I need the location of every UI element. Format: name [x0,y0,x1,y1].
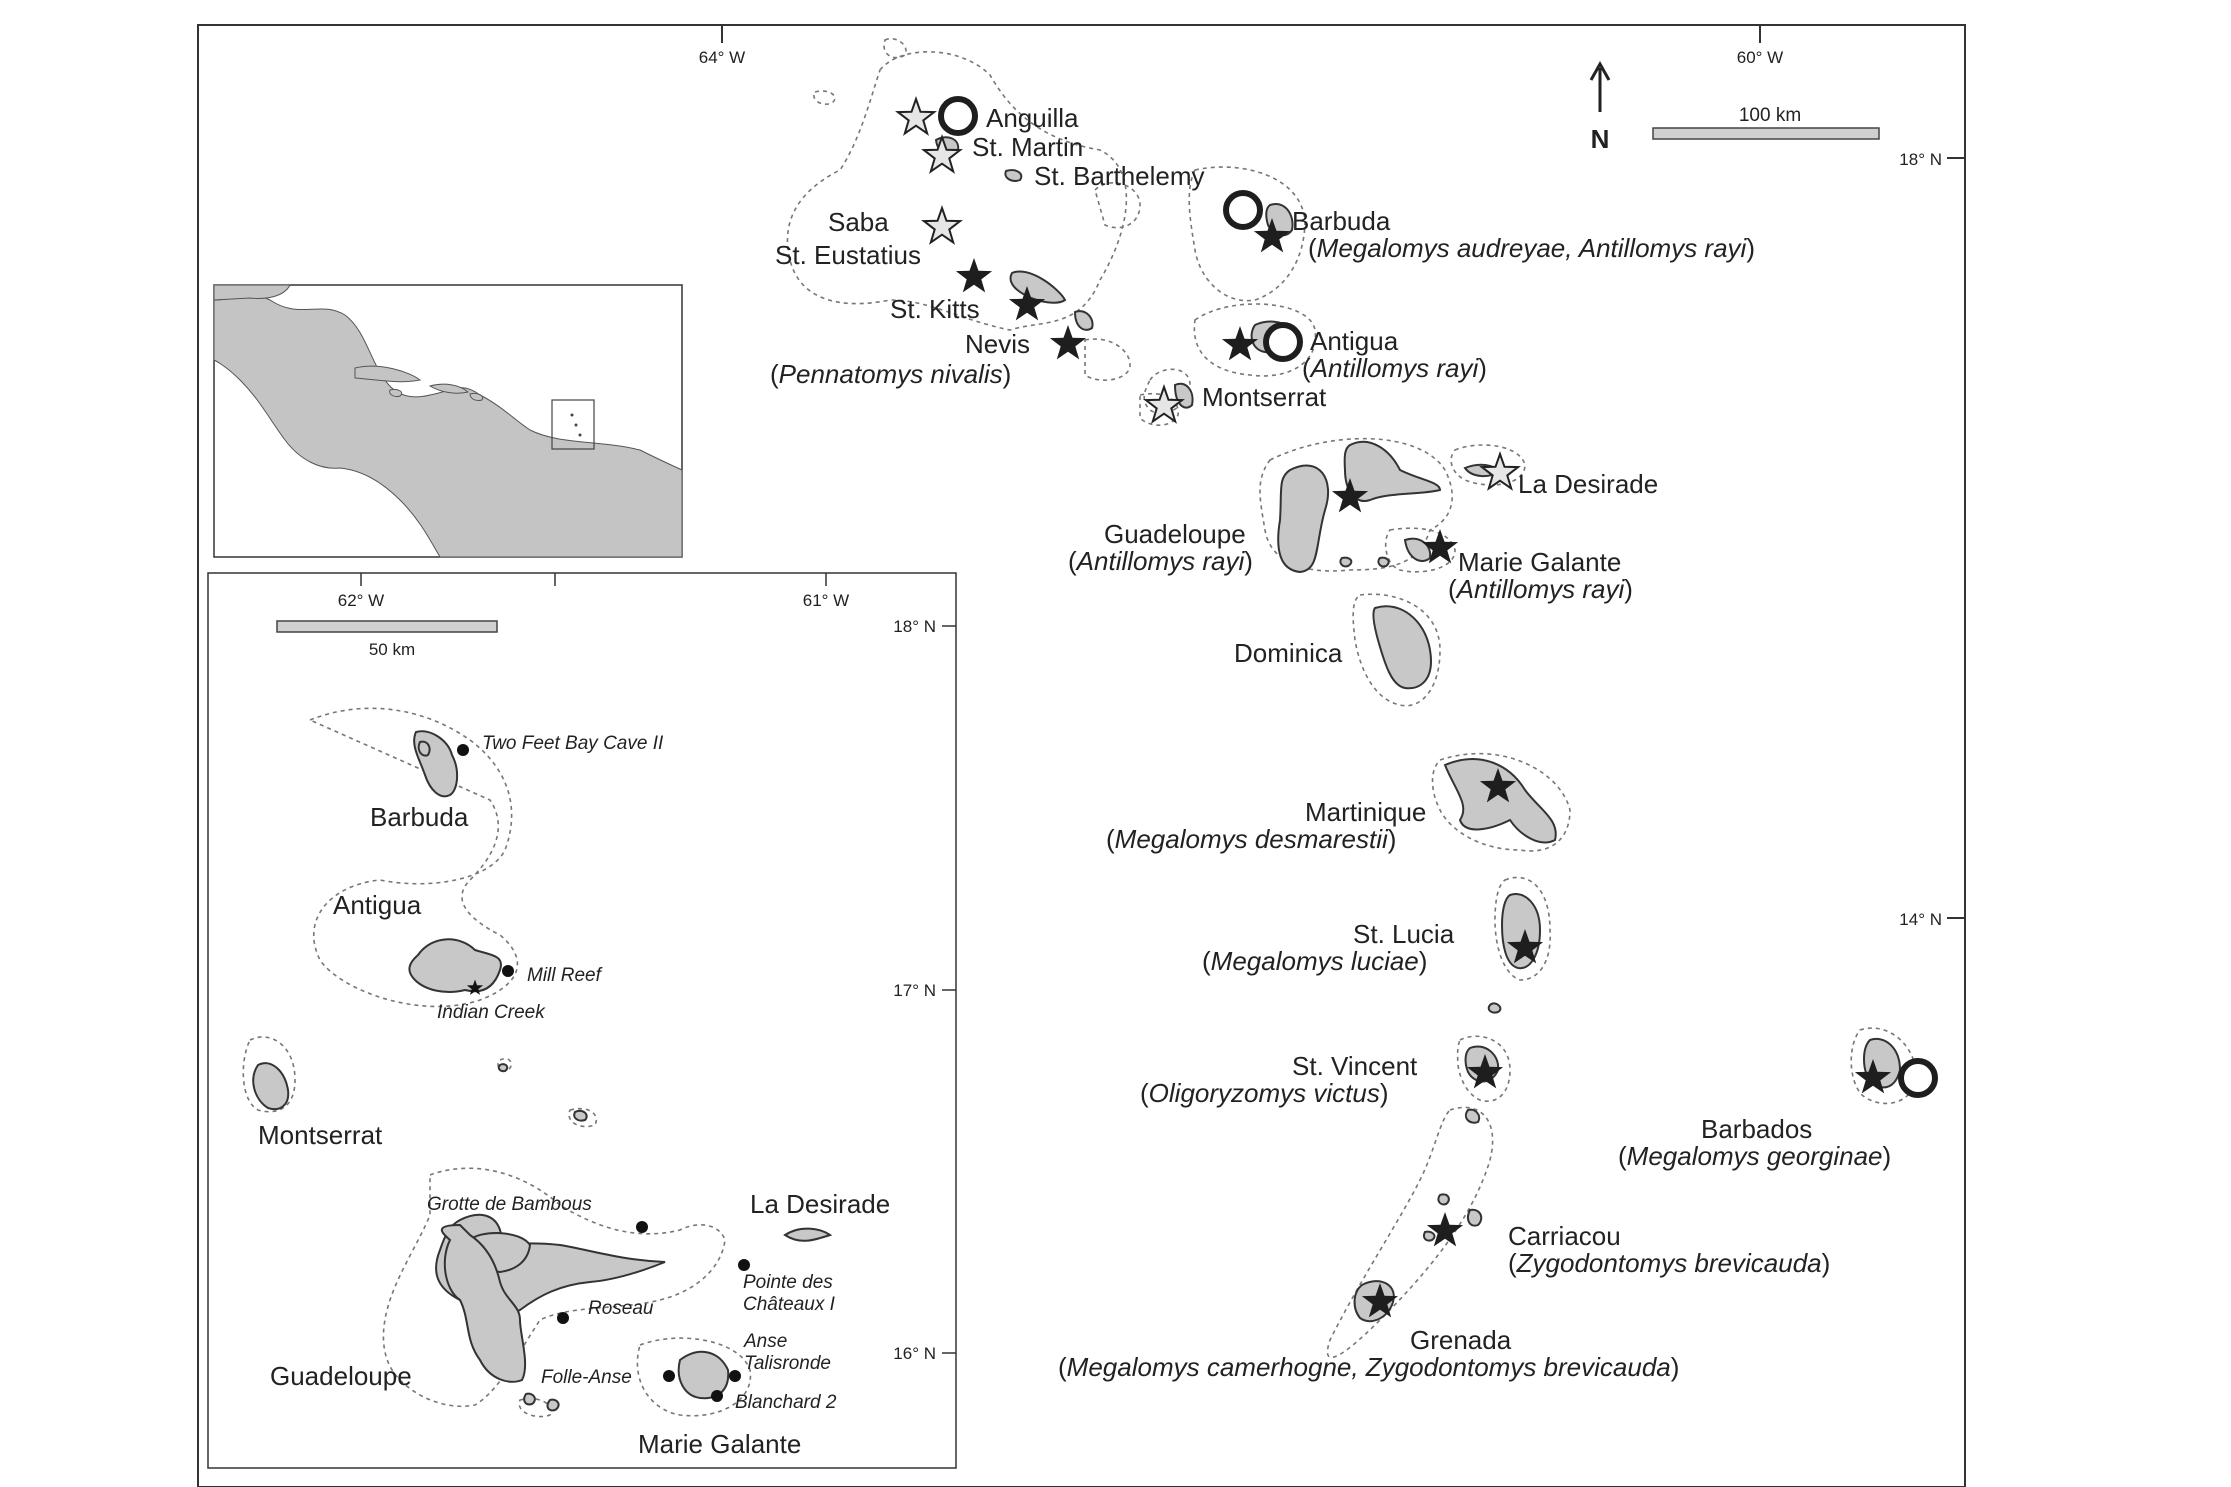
label-marie-galante-species: (Antillomys rayi) [1448,574,1633,604]
main-graticule [721,25,1965,919]
label-saba: Saba [828,207,889,237]
site-mill-reef: Mill Reef [527,965,603,986]
lon-tick-60w: 60° W [1737,48,1783,67]
label-barbuda-species: (Megalomys audreyae, Antillomys rayi) [1308,233,1755,263]
main-scale-bar [1652,127,1880,140]
label-st-lucia: St. Lucia [1353,919,1455,949]
lon-tick-64w: 64° W [699,48,745,67]
inset-lon-tick-61w: 61° W [803,591,849,610]
site-pointe-line2: Châteaux I [743,1294,836,1315]
inset-label-barbuda: Barbuda [370,802,469,832]
north-label: N [1591,124,1610,154]
site-indian-creek: Indian Creek [437,1002,546,1023]
label-antigua-species: (Antillomys rayi) [1302,353,1487,383]
locator-inset [213,284,683,558]
inset-lat-tick-16n: 16° N [893,1344,936,1363]
inset-label-guadeloupe: Guadeloupe [270,1361,412,1391]
label-st-kitts: St. Kitts [890,294,980,324]
inset-lat-tick-18n: 18° N [893,617,936,636]
site-anse-line2: Talisronde [744,1353,831,1374]
site-blanchard: Blanchard 2 [735,1392,837,1413]
inset-scale-label: 50 km [369,640,415,659]
label-la-desirade: La Desirade [1518,469,1658,499]
label-nevis: Nevis [965,329,1030,359]
main-shelf-outlines [786,37,1917,1359]
inset-label-marie-galante: Marie Galante [638,1429,801,1459]
site-folle-anse: Folle-Anse [541,1367,632,1388]
label-st-barthelemy: St. Barthelemy [1034,161,1205,191]
label-marie-galante: Marie Galante [1458,547,1621,577]
site-roseau: Roseau [588,1298,654,1319]
label-martinique-species: (Megalomys desmarestii) [1106,824,1396,854]
north-arrow-icon [1589,60,1611,112]
main-labels: Anguilla St. Martin St. Barthelemy Saba … [770,103,1891,1382]
open-circle-icon [1223,190,1263,230]
label-nevis-species: (Pennatomys nivalis) [770,359,1011,389]
main-scale-label: 100 km [1739,105,1801,126]
label-st-vincent: St. Vincent [1292,1051,1418,1081]
label-guadeloupe-species: (Antillomys rayi) [1068,546,1253,576]
site-grotte-bambous: Grotte de Bambous [427,1194,592,1215]
lat-tick-14n: 14° N [1899,910,1942,929]
label-carriacou: Carriacou [1508,1221,1621,1251]
label-montserrat: Montserrat [1202,382,1327,412]
site-two-feet-bay: Two Feet Bay Cave II [482,733,664,754]
inset-lon-tick-62w: 62° W [338,591,384,610]
lat-tick-18n: 18° N [1899,150,1942,169]
open-circle-icon [938,96,978,136]
label-st-lucia-species: (Megalomys luciae) [1202,946,1427,976]
label-st-eustatius: St. Eustatius [775,240,921,270]
site-pointe-line1: Pointe des [743,1272,833,1293]
site-anse-line1: Anse [743,1331,787,1352]
detail-inset: 62° W 61° W 18° N 17° N 16° N 50 km Barb… [207,572,957,1469]
label-antigua: Antigua [1310,326,1399,356]
inset-label-montserrat: Montserrat [258,1120,383,1150]
inset-label-la-desirade: La Desirade [750,1189,890,1219]
open-circle-icon [1263,322,1303,362]
label-anguilla: Anguilla [986,103,1079,133]
open-circle-icon [1898,1058,1938,1098]
label-grenada-species: (Megalomys camerhogne, Zygodontomys brev… [1058,1352,1679,1382]
label-carriacou-species: (Zygodontomys brevicauda) [1508,1248,1830,1278]
label-grenada: Grenada [1410,1325,1512,1355]
label-st-vincent-species: (Oligoryzomys victus) [1140,1078,1389,1108]
label-dominica: Dominica [1234,638,1343,668]
label-guadeloupe: Guadeloupe [1104,519,1246,549]
inset-label-antigua: Antigua [333,890,422,920]
label-barbados: Barbados [1701,1114,1812,1144]
inset-site-markers [457,744,750,1402]
label-barbuda: Barbuda [1292,206,1391,236]
inset-lat-tick-17n: 17° N [893,981,936,1000]
label-martinique: Martinique [1305,797,1426,827]
label-barbados-species: (Megalomys georginae) [1618,1141,1891,1171]
main-islands [934,97,1902,1323]
label-st-martin: St. Martin [972,132,1083,162]
main-markers [896,96,1938,1318]
